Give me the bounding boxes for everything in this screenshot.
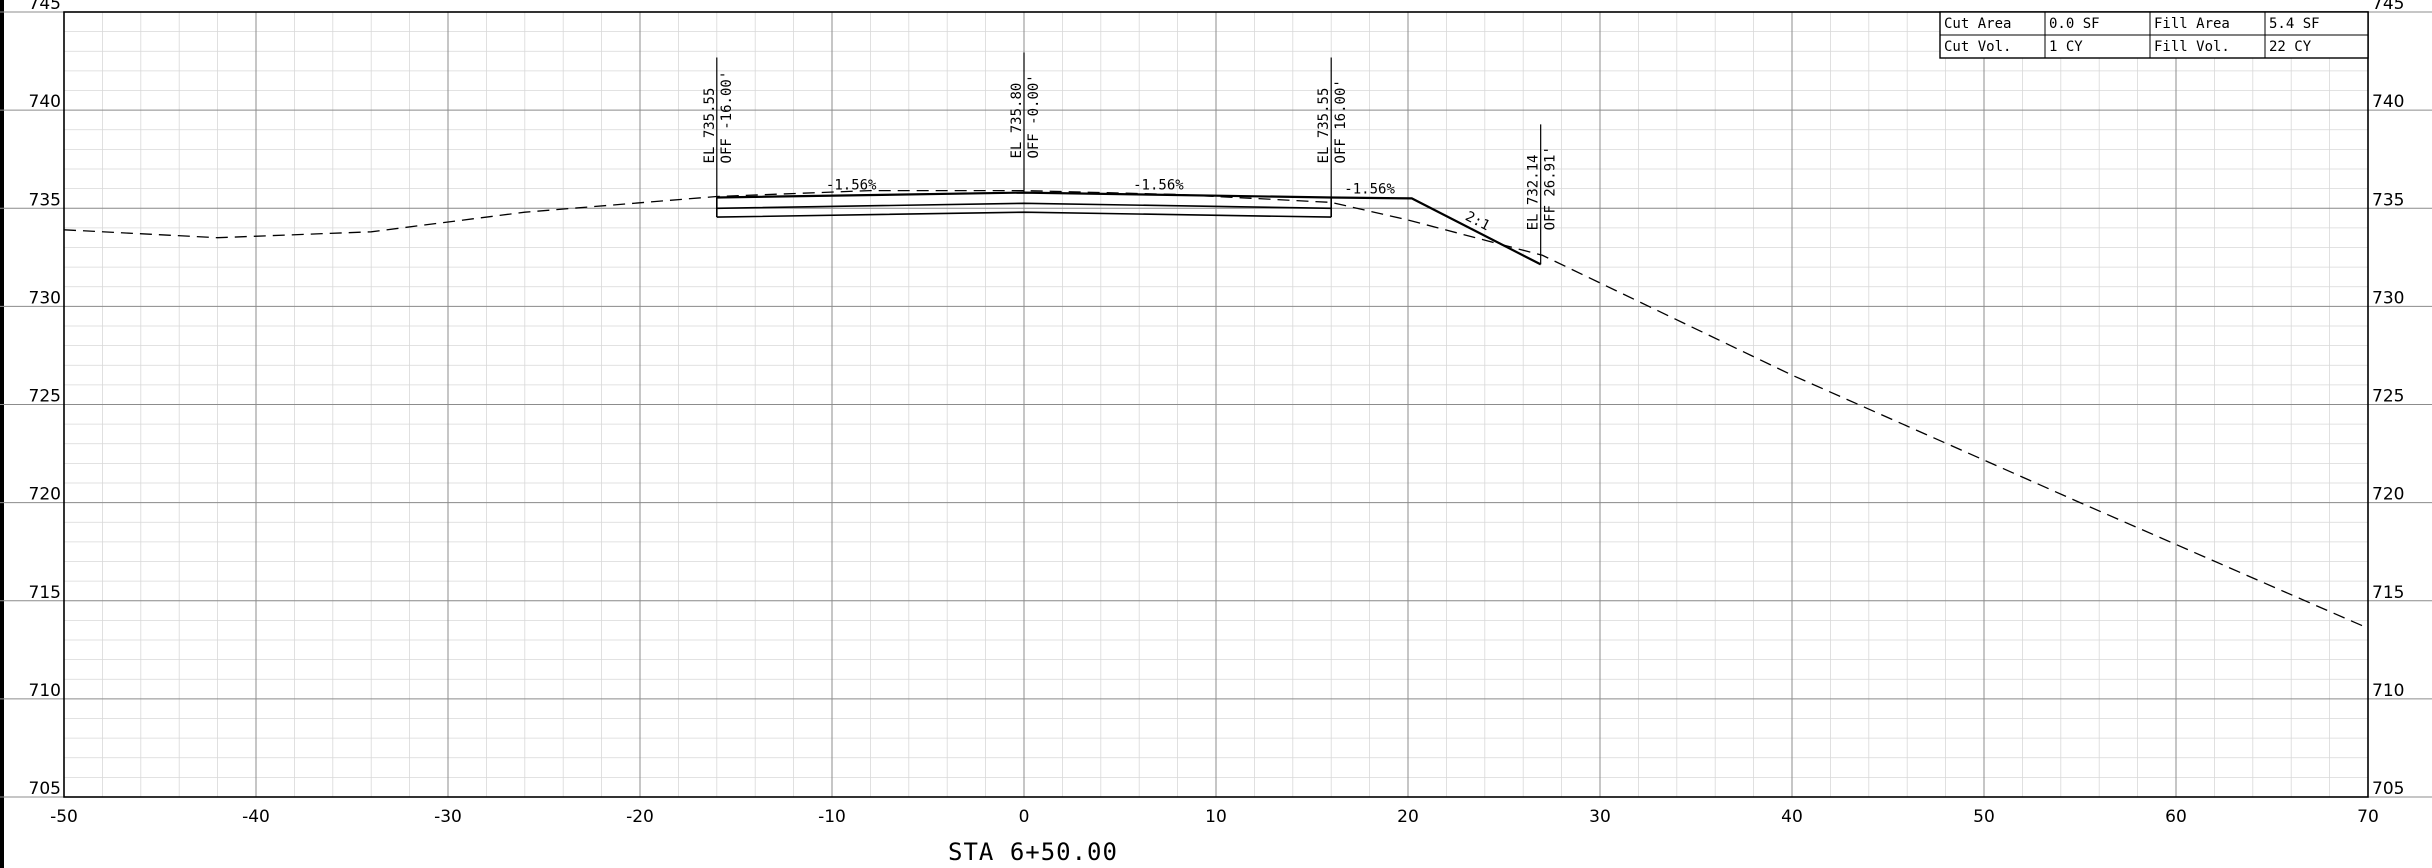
- x-tick-label: -50: [50, 807, 78, 827]
- grade-label: -1.56%: [826, 178, 877, 194]
- quantity-table: Cut Area 0.0 SF Fill Area 5.4 SF Cut Vol. 1 C…: [1939, 11, 2369, 59]
- y-tick-label-right: 725: [2372, 387, 2404, 407]
- y-tick-label-right: 740: [2372, 92, 2404, 112]
- elevation-label: EL 735.55: [702, 88, 718, 164]
- y-axis-labels-right: 705 710 715 720 725 730 735 740 745: [2372, 0, 2404, 799]
- y-tick-label-right: 705: [2372, 779, 2404, 799]
- quantity-label: Fill Area: [2154, 16, 2230, 32]
- grade-label: -1.56%: [1344, 182, 1395, 198]
- y-tick-label-left: 715: [29, 583, 61, 603]
- grade-label: -1.56%: [1133, 178, 1184, 194]
- y-tick-label-left: 745: [29, 0, 61, 14]
- elevation-label: EL 732.14: [1526, 155, 1542, 231]
- station-title: STA 6+50.00: [948, 838, 1118, 866]
- x-tick-label: 30: [1589, 807, 1611, 827]
- y-tick-label-left: 735: [29, 190, 61, 210]
- x-tick-label: 10: [1205, 807, 1227, 827]
- x-tick-label: -20: [626, 807, 654, 827]
- y-tick-label-left: 725: [29, 387, 61, 407]
- y-tick-label-right: 715: [2372, 583, 2404, 603]
- y-tick-label-right: 745: [2372, 0, 2404, 14]
- x-tick-label: 40: [1781, 807, 1803, 827]
- quantity-value: 22 CY: [2269, 39, 2312, 55]
- offset-label: OFF -0.00': [1026, 74, 1042, 158]
- offset-label: OFF 26.91': [1543, 146, 1559, 230]
- y-tick-label-left: 710: [29, 681, 61, 701]
- y-axis-labels-left: 705 710 715 720 725 730 735 740 745: [29, 0, 61, 799]
- quantity-value: 5.4 SF: [2269, 16, 2320, 32]
- y-tick-label-left: 720: [29, 485, 61, 505]
- y-tick-label-right: 730: [2372, 288, 2404, 308]
- offset-label: OFF -16.00': [719, 71, 735, 164]
- elevation-label: EL 735.80: [1009, 83, 1025, 159]
- y-tick-label-right: 710: [2372, 681, 2404, 701]
- elevation-annotations: EL 735.55 OFF -16.00' EL 735.80 OFF -0.00' E…: [702, 52, 1559, 265]
- profile-lines: [63, 189, 2369, 629]
- proposed-section-line: [716, 211, 1332, 218]
- y-tick-label-left: 730: [29, 288, 61, 308]
- quantity-label: Cut Area: [1944, 16, 2011, 32]
- proposed-section-line: [716, 202, 1332, 210]
- quantity-label: Cut Vol.: [1944, 39, 2011, 55]
- y-tick-label-left: 705: [29, 779, 61, 799]
- x-tick-label: 0: [1019, 807, 1030, 827]
- proposed-section-line: [716, 191, 1542, 266]
- quantity-value: 1 CY: [2049, 39, 2083, 55]
- x-tick-label: -10: [818, 807, 846, 827]
- y-tick-label-left: 740: [29, 92, 61, 112]
- quantity-label: Fill Vol.: [2154, 39, 2230, 55]
- grade-label: 2:1: [1463, 209, 1493, 235]
- x-tick-label: 60: [2165, 807, 2187, 827]
- y-tick-label-right: 735: [2372, 190, 2404, 210]
- x-tick-label: 50: [1973, 807, 1995, 827]
- x-tick-label: 70: [2357, 807, 2379, 827]
- offset-label: OFF 16.00': [1333, 79, 1349, 163]
- x-tick-label: 20: [1397, 807, 1419, 827]
- elevation-label: EL 735.55: [1316, 88, 1332, 164]
- x-tick-label: -30: [434, 807, 462, 827]
- left-edge-bar: [0, 0, 4, 868]
- y-tick-label-right: 720: [2372, 485, 2404, 505]
- x-axis-labels: -50 -40 -30 -20 -10 0 10 20 30 40 50 60 70: [50, 807, 2379, 827]
- quantity-value: 0.0 SF: [2049, 16, 2100, 32]
- x-tick-label: -40: [242, 807, 270, 827]
- existing-ground-line: [63, 189, 2369, 629]
- plot-frame: [63, 11, 2369, 798]
